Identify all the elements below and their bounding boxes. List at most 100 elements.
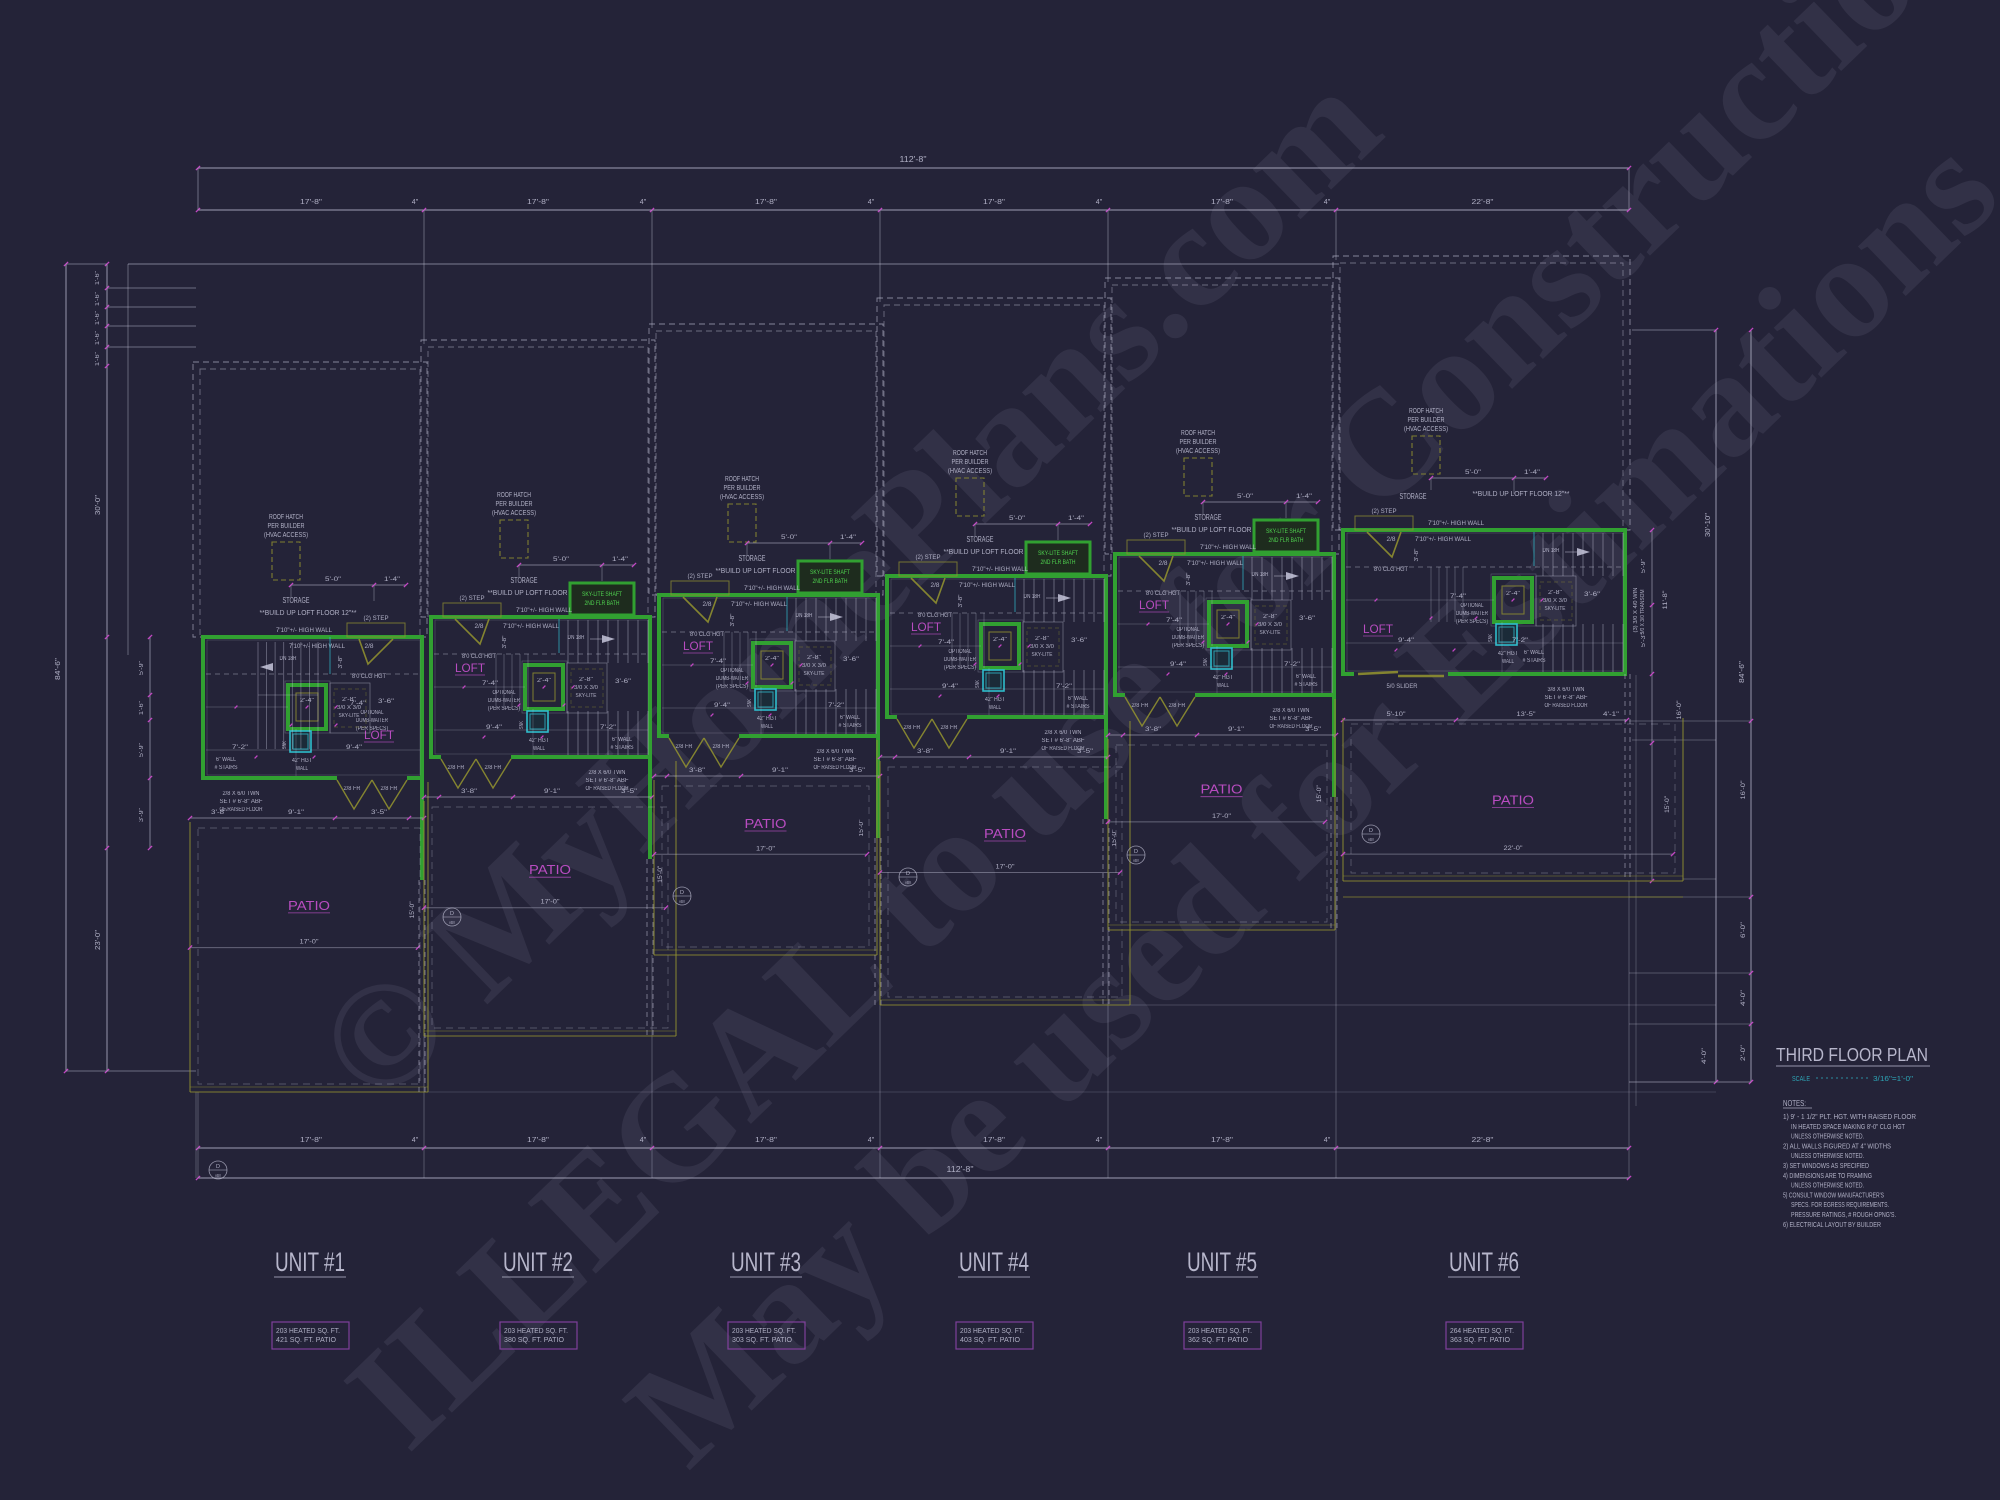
svg-text:(2) STEP: (2) STEP [1372,508,1397,515]
svg-text:15'-0": 15'-0" [859,820,865,837]
svg-text:4": 4" [1324,1137,1331,1144]
svg-text:6" WALL: 6" WALL [840,715,861,721]
svg-text:2/8 FR: 2/8 FR [713,744,731,750]
svg-text:4": 4" [1324,199,1331,206]
svg-text:1'-6": 1'-6" [139,701,145,715]
svg-text:(2) STEP: (2) STEP [460,595,485,602]
svg-text:# STAIRS: # STAIRS [215,765,238,771]
svg-text:D: D [680,890,684,896]
svg-text:6" WALL: 6" WALL [612,737,633,743]
svg-text:# STAIRS: # STAIRS [1295,682,1318,688]
svg-text:5'-9": 5'-9" [139,743,145,757]
svg-text:15'-0": 15'-0" [1317,785,1323,802]
svg-text:DUMB-WAITER: DUMB-WAITER [1456,611,1488,617]
svg-text:7'-2": 7'-2" [1056,683,1073,690]
svg-text:2/8 FR: 2/8 FR [941,725,959,731]
svg-text:ROOF HATCH: ROOF HATCH [1181,430,1215,437]
svg-text:4'-1": 4'-1" [1603,711,1620,718]
svg-text:1'-4": 1'-4" [612,556,629,563]
svg-text:SET # 6'-8" ABF: SET # 6'-8" ABF [586,778,629,784]
svg-text:THIRD FLOOR PLAN: THIRD FLOOR PLAN [1776,1045,1928,1065]
svg-text:(2) STEP: (2) STEP [916,554,941,561]
svg-text:IN HEATED SPACE MAKING 8'-0" C: IN HEATED SPACE MAKING 8'-0" CLG HGT [1791,1122,1905,1131]
svg-text:**BUILD UP LOFT FLOOR 12"**: **BUILD UP LOFT FLOOR 12"** [1172,525,1269,534]
svg-text:2ND FLR BATH: 2ND FLR BATH [813,579,848,585]
svg-text:PER BUILDER: PER BUILDER [1408,417,1445,424]
svg-text:**BUILD UP LOFT FLOOR 12"**: **BUILD UP LOFT FLOOR 12"** [944,547,1041,556]
svg-text:42" HGT: 42" HGT [1498,651,1518,657]
svg-text:1'-6": 1'-6" [95,352,101,366]
svg-text:3'-5": 3'-5" [849,767,866,774]
svg-text:3/0 X 3/0: 3/0 X 3/0 [574,685,598,691]
svg-text:7'-4": 7'-4" [710,658,727,665]
svg-text:# STAIRS: # STAIRS [1523,658,1546,664]
svg-text:9'-4": 9'-4" [346,744,363,751]
svg-text:SKY-LITE: SKY-LITE [339,713,360,719]
svg-text:2'-4": 2'-4" [1221,615,1235,621]
svg-text:SNK: SNK [282,741,288,749]
svg-text:30'-10": 30'-10" [1705,512,1712,537]
svg-text:OPTIONAL: OPTIONAL [361,710,384,716]
svg-text:363 SQ. FT. PATIO: 363 SQ. FT. PATIO [1450,1337,1511,1344]
svg-text:17'-0": 17'-0" [541,899,561,906]
svg-text:7'-2": 7'-2" [232,744,249,751]
svg-text:7'10"+/- HIGH WALL: 7'10"+/- HIGH WALL [1200,544,1256,551]
svg-text:3'-8": 3'-8" [958,594,964,607]
svg-text:2/8 X 6/0 TWN: 2/8 X 6/0 TWN [817,749,854,755]
svg-text:6" WALL: 6" WALL [216,757,237,763]
svg-text:7'-2": 7'-2" [828,702,845,709]
svg-text:17'-0": 17'-0" [300,939,320,946]
svg-text:**BUILD UP LOFT FLOOR 12"**: **BUILD UP LOFT FLOOR 12"** [1473,489,1570,498]
svg-text:3'-8": 3'-8" [1145,726,1162,733]
svg-text:84'-6": 84'-6" [53,658,62,680]
svg-text:LOFT: LOFT [1363,622,1394,636]
svg-text:3'-8": 3'-8" [1186,572,1192,585]
svg-text:DUMB-WAITER: DUMB-WAITER [1172,635,1204,641]
svg-text:42" HGT: 42" HGT [529,738,549,744]
svg-text:DN 18R: DN 18R [1024,594,1042,600]
svg-text:5/0 SLIDER: 5/0 SLIDER [1387,683,1418,690]
svg-text:9'-1": 9'-1" [1228,726,1245,733]
svg-text:(PER SPECS): (PER SPECS) [716,684,748,690]
svg-text:7'-4": 7'-4" [1166,617,1183,624]
svg-text:PER BUILDER: PER BUILDER [1180,439,1217,446]
svg-text:15'-0": 15'-0" [658,866,664,883]
svg-text:UNIT #5: UNIT #5 [1187,1247,1257,1277]
svg-text:(HVAC ACCESS): (HVAC ACCESS) [720,494,764,501]
svg-text:ABV: ABV [905,880,911,885]
svg-text:2'-4": 2'-4" [993,637,1007,643]
svg-text:5'-3": 5'-3" [1641,633,1647,647]
svg-text:ABV: ABV [449,920,455,925]
svg-text:9'-4": 9'-4" [714,702,731,709]
svg-text:SKY-LITE: SKY-LITE [1545,606,1566,612]
svg-text:16'-0": 16'-0" [1740,780,1747,800]
svg-text:3'-6": 3'-6" [1299,615,1316,622]
svg-text:D: D [216,1164,220,1170]
svg-text:11'-8": 11'-8" [1662,590,1669,610]
svg-text:30'-0": 30'-0" [95,494,102,515]
svg-text:9'-1": 9'-1" [1000,748,1017,755]
svg-text:17'-8": 17'-8" [300,1135,322,1144]
svg-text:9'-1": 9'-1" [772,767,789,774]
svg-text:7'10"+/- HIGH WALL: 7'10"+/- HIGH WALL [744,585,800,592]
svg-text:1'-6": 1'-6" [95,311,101,325]
svg-text:**BUILD UP LOFT FLOOR 12"**: **BUILD UP LOFT FLOOR 12"** [488,588,585,597]
svg-text:2ND FLR BATH: 2ND FLR BATH [1269,538,1304,544]
svg-text:17'-0": 17'-0" [756,845,776,852]
svg-text:23'-0": 23'-0" [95,929,102,950]
svg-text:3'-6": 3'-6" [615,678,632,685]
svg-text:7'10"+/- HIGH WALL: 7'10"+/- HIGH WALL [1428,520,1484,527]
svg-text:PATIO: PATIO [984,826,1026,841]
svg-text:OF RAISED FLOOR: OF RAISED FLOOR [220,807,264,813]
svg-text:SET # 6'-8" ABF: SET # 6'-8" ABF [220,799,263,805]
svg-text:3'-6": 3'-6" [843,656,860,663]
svg-text:OPTIONAL: OPTIONAL [949,649,972,655]
svg-text:4": 4" [1096,1137,1103,1144]
svg-text:112'-8": 112'-8" [900,155,927,164]
svg-text:SNK: SNK [519,721,525,729]
svg-text:PER BUILDER: PER BUILDER [724,485,761,492]
svg-text:LOFT: LOFT [911,620,942,634]
svg-text:D: D [1369,828,1373,834]
svg-text:2'-8": 2'-8" [342,697,356,703]
svg-text:4": 4" [640,199,647,206]
